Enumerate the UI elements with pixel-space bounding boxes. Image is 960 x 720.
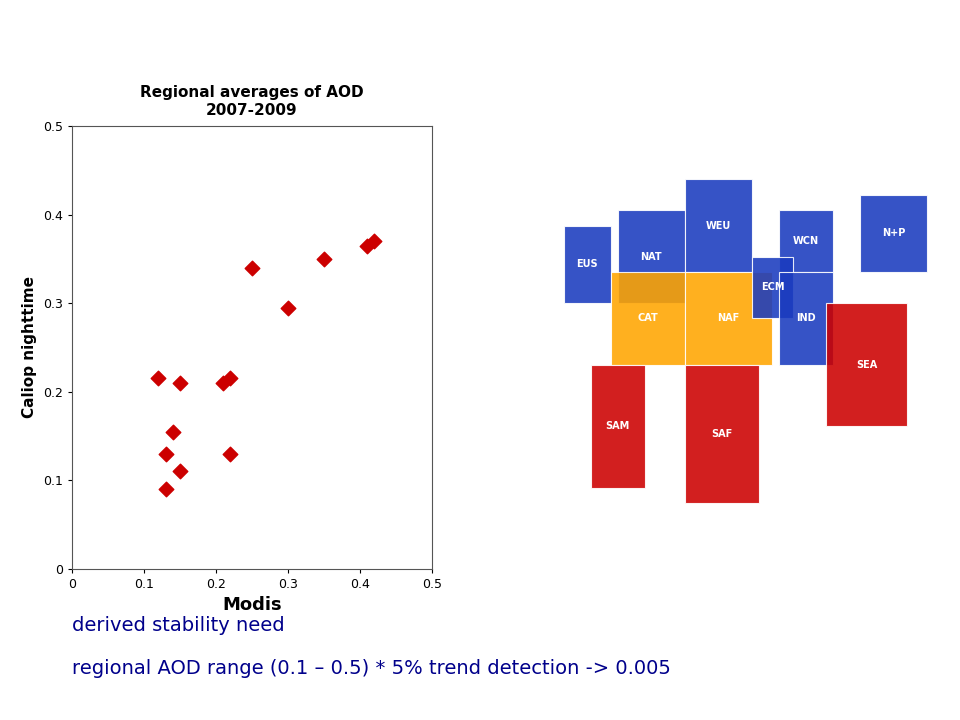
Text: regional AOD range (0.1 – 0.5) * 5% trend detection -> 0.005: regional AOD range (0.1 – 0.5) * 5% tren… (72, 659, 671, 678)
Text: SEA: SEA (856, 359, 877, 369)
Bar (684, 364, 759, 503)
Text: IND: IND (797, 313, 816, 323)
Bar (753, 256, 793, 318)
Y-axis label: Caliop nighttime: Caliop nighttime (22, 276, 37, 418)
Bar (611, 272, 684, 364)
Point (151, 373, 166, 384)
Point (244, 262, 259, 274)
Text: SAF: SAF (711, 429, 732, 439)
Text: derived stability need: derived stability need (72, 616, 284, 634)
Point (173, 466, 188, 477)
Point (173, 377, 188, 389)
Bar (684, 179, 753, 272)
Text: WCN: WCN (793, 236, 819, 246)
Text: ECM: ECM (760, 282, 784, 292)
Bar (684, 272, 773, 364)
Bar (780, 210, 833, 272)
Bar (780, 272, 833, 364)
Point (317, 253, 332, 265)
Point (157, 448, 174, 459)
Bar (617, 210, 684, 303)
Point (223, 373, 238, 384)
Bar (564, 226, 611, 303)
Text: WEU: WEU (706, 221, 732, 231)
Text: URD - requirements: URD - requirements (235, 22, 823, 75)
Text: CAT: CAT (637, 313, 659, 323)
Point (223, 448, 238, 459)
Bar (860, 195, 927, 272)
X-axis label: Modis: Modis (222, 596, 282, 614)
Point (215, 377, 230, 389)
Point (157, 483, 174, 495)
Point (359, 240, 374, 251)
Title: Regional averages of AOD
2007-2009: Regional averages of AOD 2007-2009 (140, 86, 364, 118)
Point (367, 235, 382, 247)
Bar (827, 303, 907, 426)
Point (165, 426, 180, 437)
Text: SAM: SAM (606, 421, 630, 431)
Point (280, 302, 296, 313)
Text: N+P: N+P (882, 228, 905, 238)
Text: NAF: NAF (717, 313, 740, 323)
Text: NAT: NAT (640, 251, 662, 261)
Text: EUS: EUS (577, 259, 598, 269)
Bar (590, 364, 644, 488)
